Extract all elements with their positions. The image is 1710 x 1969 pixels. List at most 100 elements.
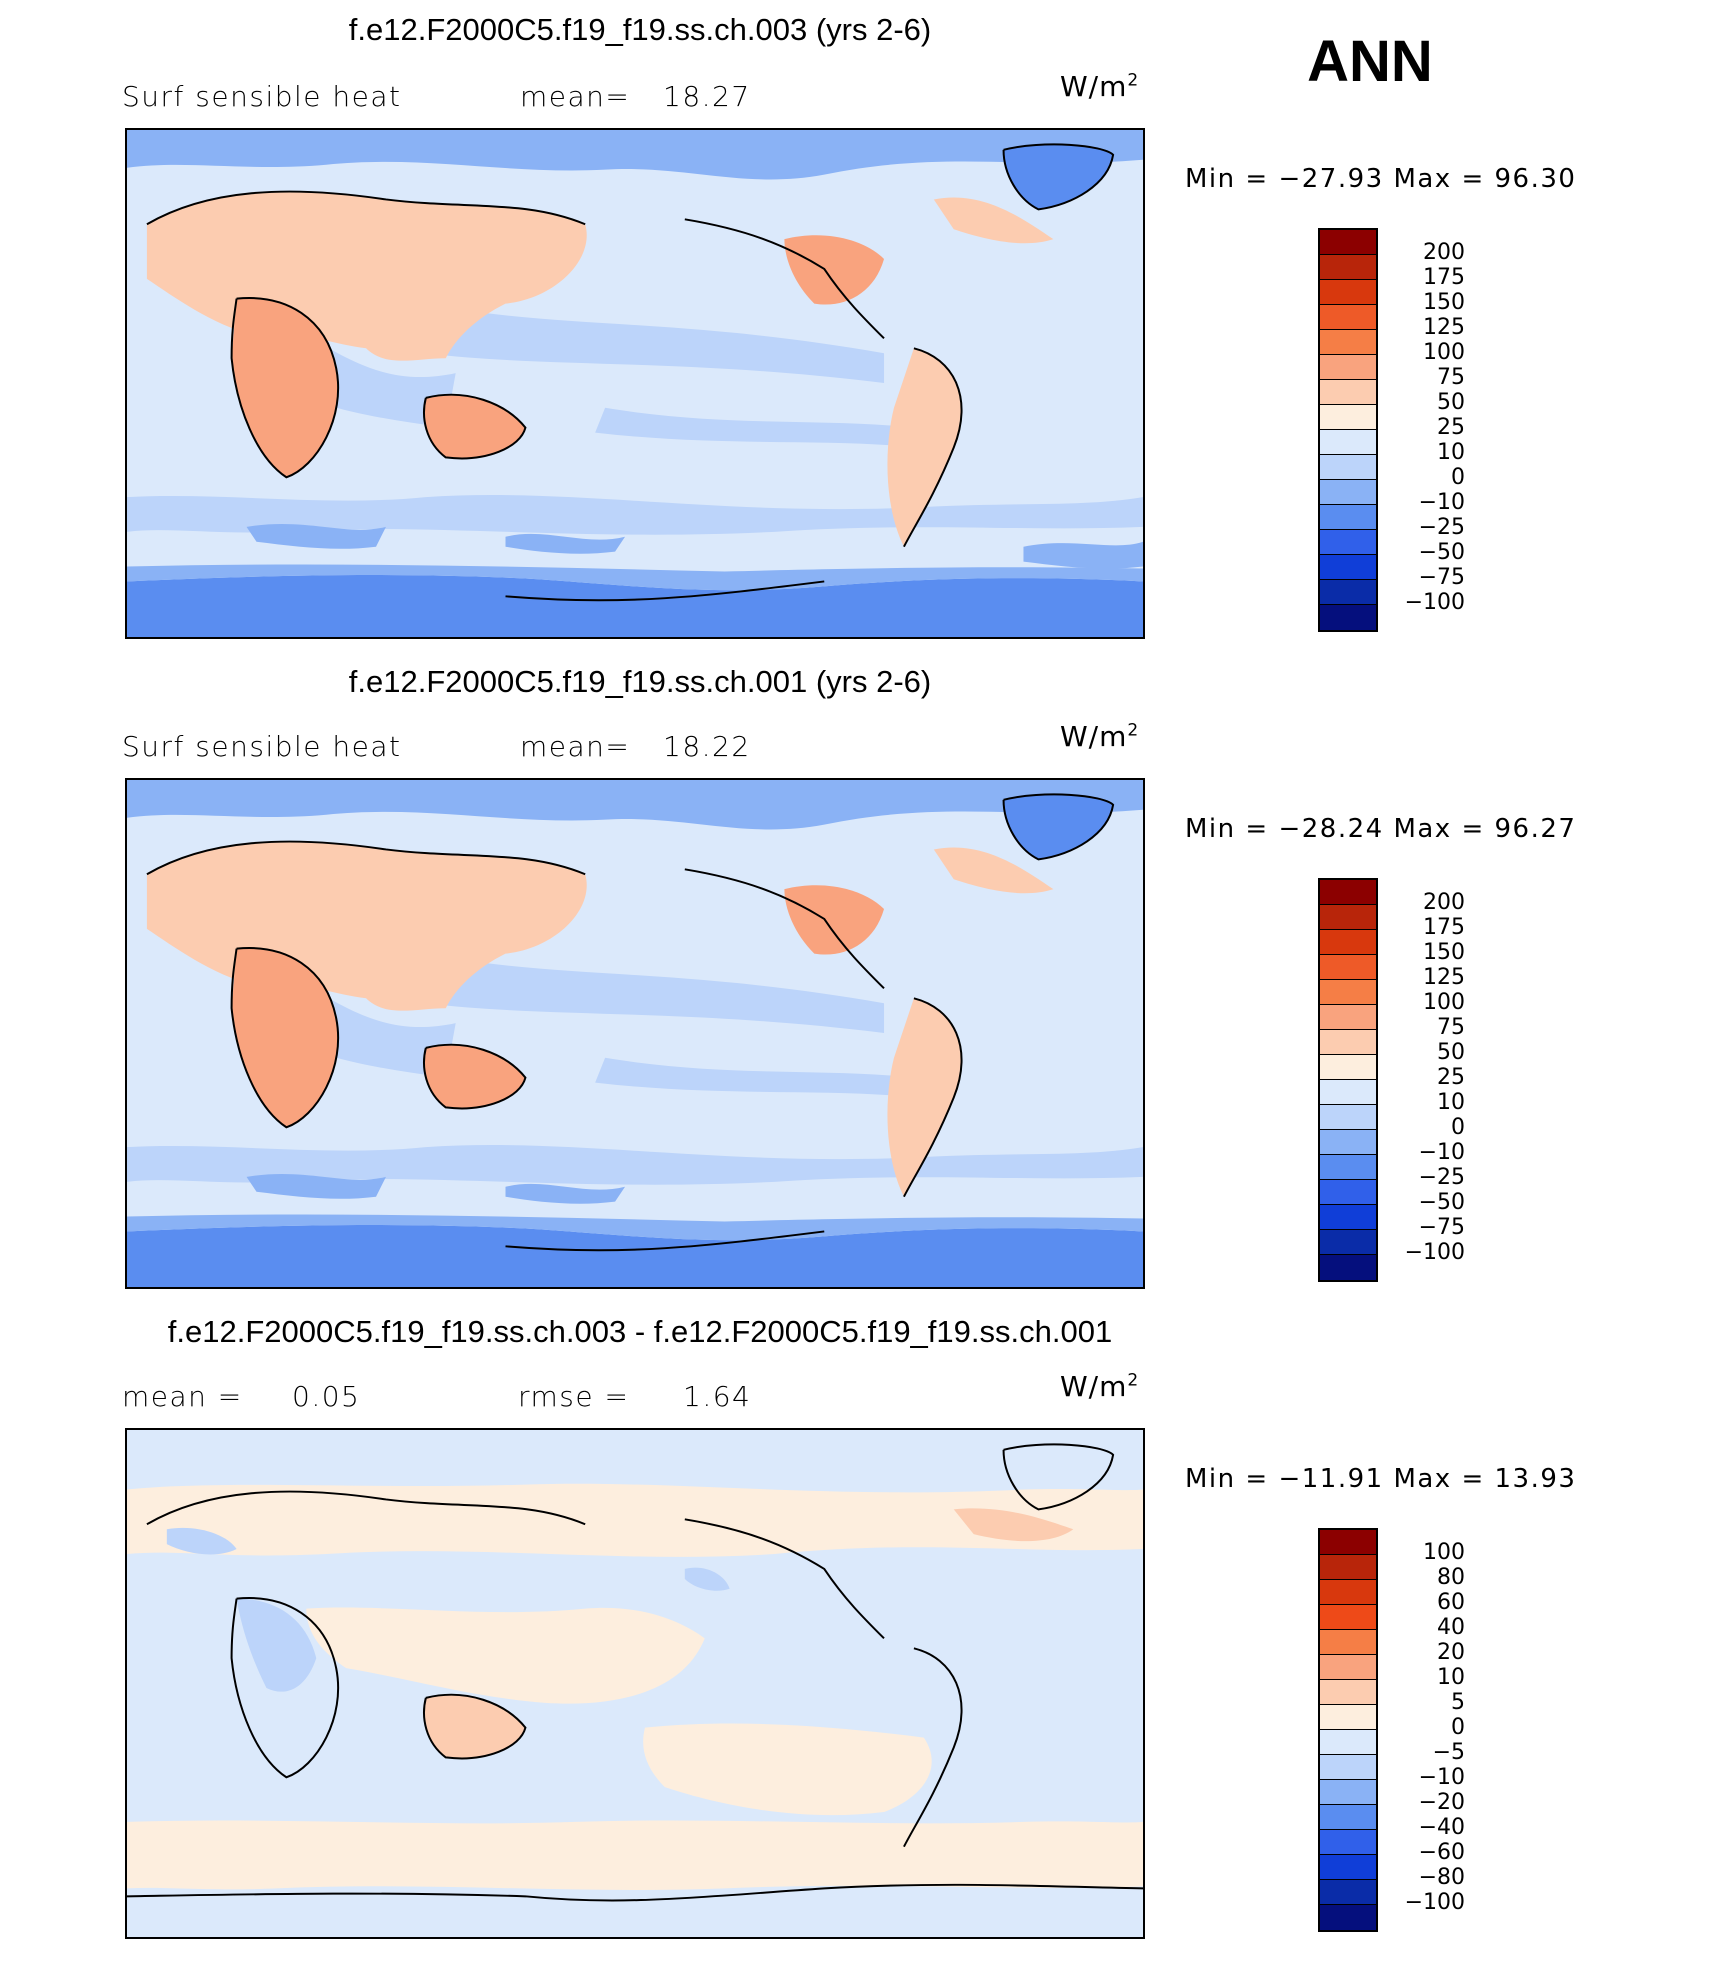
colorbar-level-label: 125 <box>1423 965 1465 990</box>
colorbar-swatch <box>1320 505 1376 530</box>
colorbar-swatch <box>1320 405 1376 430</box>
colorbar-level-label: −10 <box>1418 1140 1465 1165</box>
colorbar-swatch <box>1320 1130 1376 1155</box>
colorbar-level-label: −10 <box>1418 490 1465 515</box>
sensible-heat-map <box>127 130 1143 637</box>
colorbar-level-label: −50 <box>1418 540 1465 565</box>
colorbar-swatch <box>1320 1180 1376 1205</box>
colorbar-level-label: 20 <box>1437 1640 1465 1665</box>
colorbar-level-label: 50 <box>1437 1040 1465 1065</box>
colorbar-swatch <box>1320 1680 1376 1705</box>
sensible-heat-map <box>127 780 1143 1287</box>
colorbar-swatch <box>1320 1080 1376 1105</box>
colorbar-swatch <box>1320 530 1376 555</box>
colorbar-swatch <box>1320 1880 1376 1905</box>
colorbar-swatch <box>1320 330 1376 355</box>
colorbar-swatch <box>1320 1555 1376 1580</box>
colorbar-swatch <box>1320 1055 1376 1080</box>
colorbar-level-label: −10 <box>1418 1765 1465 1790</box>
colorbar-swatch <box>1320 430 1376 455</box>
colorbar-swatch <box>1320 305 1376 330</box>
season-label: ANN <box>1307 29 1433 94</box>
colorbar-swatch <box>1320 380 1376 405</box>
colorbar-level-label: 25 <box>1437 415 1465 440</box>
colorbar-swatch <box>1320 1105 1376 1130</box>
colorbar-level-label: −25 <box>1418 515 1465 540</box>
colorbar-level-label: 0 <box>1451 1115 1465 1140</box>
colorbar-level-label: −80 <box>1418 1865 1465 1890</box>
mean-label: mean= <box>520 80 631 113</box>
colorbar-level-label: 125 <box>1423 315 1465 340</box>
colorbar-swatch <box>1320 1580 1376 1605</box>
min-label: Min = <box>1185 814 1269 844</box>
map-panel-2 <box>125 778 1145 1289</box>
colorbar-level-label: −60 <box>1418 1840 1465 1865</box>
colorbar-swatch <box>1320 455 1376 480</box>
colorbar-panel-2 <box>1318 878 1378 1282</box>
colorbar-level-label: 75 <box>1437 365 1465 390</box>
colorbar-swatch <box>1320 1030 1376 1055</box>
colorbar-swatch <box>1320 580 1376 605</box>
map-panel-1 <box>125 128 1145 639</box>
colorbar-level-label: 10 <box>1437 440 1465 465</box>
max-value: 13.93 <box>1494 1464 1577 1494</box>
colorbar-swatch <box>1320 1205 1376 1230</box>
colorbar-level-label: −100 <box>1404 1890 1465 1915</box>
units-label: W/m2 <box>1060 720 1140 753</box>
colorbar-level-label: −5 <box>1432 1740 1465 1765</box>
colorbar-level-label: 150 <box>1423 940 1465 965</box>
colorbar-swatch <box>1320 1155 1376 1180</box>
colorbar-level-label: −75 <box>1418 1215 1465 1240</box>
colorbar-swatch <box>1320 1830 1376 1855</box>
colorbar-swatch <box>1320 1855 1376 1880</box>
panel-title: f.e12.F2000C5.f19_f19.ss.ch.003 (yrs 2-6… <box>348 12 932 47</box>
colorbar-swatch <box>1320 930 1376 955</box>
colorbar-panel-1 <box>1318 228 1378 632</box>
max-label: Max = <box>1393 1464 1485 1494</box>
difference-map <box>127 1430 1143 1937</box>
colorbar-level-label: 0 <box>1451 465 1465 490</box>
colorbar-swatch <box>1320 905 1376 930</box>
colorbar-level-label: 100 <box>1423 990 1465 1015</box>
colorbar-level-label: −50 <box>1418 1190 1465 1215</box>
max-value: 96.27 <box>1494 814 1577 844</box>
diff-mean-label: mean = <box>122 1380 243 1413</box>
colorbar-swatch <box>1320 1755 1376 1780</box>
min-label: Min = <box>1185 1464 1269 1494</box>
panel-title: f.e12.F2000C5.f19_f19.ss.ch.001 (yrs 2-6… <box>348 664 932 699</box>
colorbar-swatch <box>1320 955 1376 980</box>
min-value: −11.91 <box>1278 1464 1384 1494</box>
colorbar-swatch <box>1320 1705 1376 1730</box>
min-value: −28.24 <box>1278 814 1384 844</box>
colorbar-level-label: 150 <box>1423 290 1465 315</box>
colorbar-level-label: 0 <box>1451 1715 1465 1740</box>
min-value: −27.93 <box>1278 164 1384 194</box>
colorbar-level-label: −100 <box>1404 590 1465 615</box>
colorbar-level-label: −40 <box>1418 1815 1465 1840</box>
min-max-readout: Min = −27.93 Max = 96.30 <box>1185 164 1576 194</box>
colorbar-swatch <box>1320 230 1376 255</box>
colorbar-level-label: 5 <box>1451 1690 1465 1715</box>
colorbar-swatch <box>1320 605 1376 630</box>
diff-mean-value: 0.05 <box>292 1380 361 1413</box>
colorbar-swatch <box>1320 1255 1376 1280</box>
colorbar-level-label: 200 <box>1423 240 1465 265</box>
colorbar-level-label: −25 <box>1418 1165 1465 1190</box>
units-label: W/m2 <box>1060 1370 1140 1403</box>
colorbar-swatch <box>1320 1805 1376 1830</box>
map-panel-3 <box>125 1428 1145 1939</box>
colorbar-level-label: 50 <box>1437 390 1465 415</box>
colorbar-swatch <box>1320 1630 1376 1655</box>
colorbar-swatch <box>1320 1005 1376 1030</box>
colorbar-panel-3 <box>1318 1528 1378 1932</box>
max-value: 96.30 <box>1494 164 1577 194</box>
min-max-readout: Min = −28.24 Max = 96.27 <box>1185 814 1576 844</box>
rmse-label: rmse = <box>518 1380 630 1413</box>
colorbar-swatch <box>1320 255 1376 280</box>
min-label: Min = <box>1185 164 1269 194</box>
mean-label: mean= <box>520 730 631 763</box>
colorbar-swatch <box>1320 1605 1376 1630</box>
colorbar-swatch <box>1320 1655 1376 1680</box>
colorbar-swatch <box>1320 1530 1376 1555</box>
variable-label: Surf sensible heat <box>122 80 402 113</box>
